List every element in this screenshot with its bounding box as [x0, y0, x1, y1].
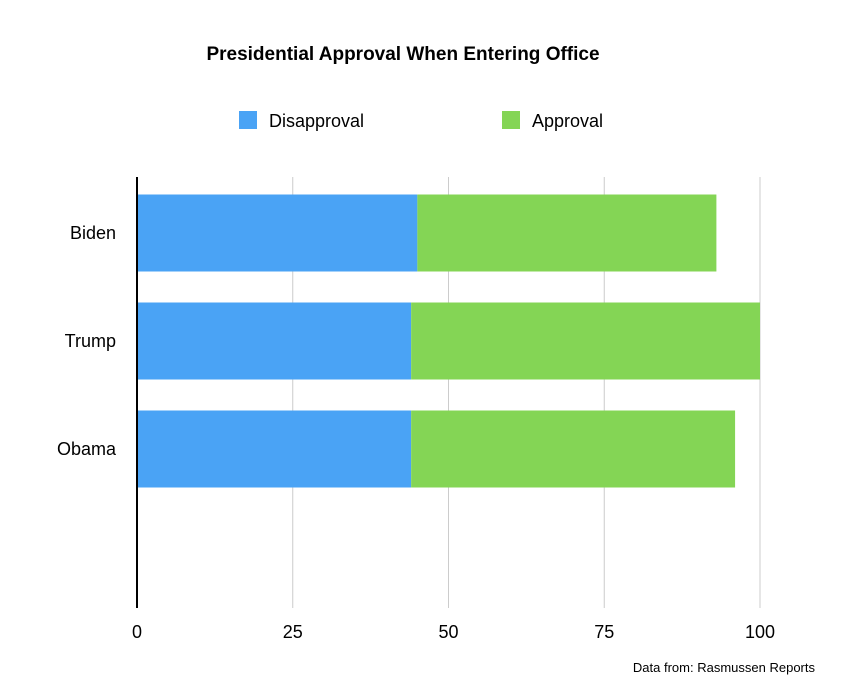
chart-title: Presidential Approval When Entering Offi… [206, 44, 599, 65]
x-tick-label-50: 50 [438, 622, 458, 642]
x-tick-label-75: 75 [594, 622, 614, 642]
x-tick-label-0: 0 [132, 622, 142, 642]
bar-trump-approval [411, 302, 760, 380]
bar-biden-approval [417, 194, 717, 272]
category-label-trump: Trump [65, 331, 116, 351]
labels: 0 25 50 75 100 Biden Trump Obama [57, 223, 775, 642]
bars [137, 194, 760, 488]
x-tick-label-100: 100 [745, 622, 775, 642]
bar-obama-approval [411, 410, 736, 488]
category-label-biden: Biden [70, 223, 116, 243]
legend-label-approval: Approval [532, 111, 603, 131]
bar-obama-disapproval [137, 410, 412, 488]
legend-label-disapproval: Disapproval [269, 111, 364, 131]
x-tick-label-25: 25 [283, 622, 303, 642]
bar-biden-disapproval [137, 194, 418, 272]
legend-swatch-disapproval [239, 111, 257, 129]
legend-swatch-approval [502, 111, 520, 129]
category-label-obama: Obama [57, 439, 117, 459]
bar-trump-disapproval [137, 302, 412, 380]
source-note: Data from: Rasmussen Reports [633, 660, 816, 675]
